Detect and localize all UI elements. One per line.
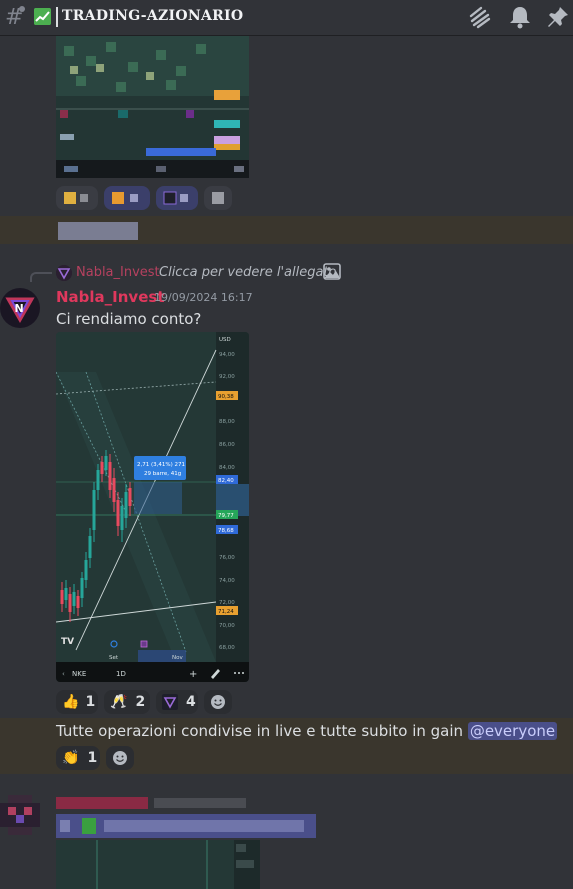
message-text: Ci rendiamo conto? xyxy=(56,310,202,328)
measure-tooltip-line1: 2,71 (3,41%) 271 xyxy=(137,462,185,468)
followup-message-text: Tutte operazioni condivise in live e tut… xyxy=(56,722,558,740)
reaction-count: 1 xyxy=(87,750,98,766)
reply-avatar[interactable] xyxy=(56,265,72,281)
price-label-79-77: 79,77 xyxy=(218,513,234,519)
svg-text:+: + xyxy=(189,669,197,680)
pixelated-timestamp xyxy=(154,798,246,808)
reaction-count: 4 xyxy=(186,694,196,710)
pixelated-attachment-image-2[interactable] xyxy=(56,840,260,889)
price-label-82-40: 82,40 xyxy=(218,478,234,484)
everyone-mention[interactable]: @everyone xyxy=(467,722,558,740)
currency-label: USD xyxy=(219,337,231,343)
y-tick-88: 88,00 xyxy=(219,419,235,425)
price-label-90-38: 90,38 xyxy=(218,394,234,400)
y-tick-68: 68,00 xyxy=(219,645,235,651)
pixelated-avatar[interactable] xyxy=(0,795,40,835)
reaction-blurred-1[interactable] xyxy=(56,186,98,210)
x-label-nov: Nov xyxy=(172,655,183,661)
user-avatar[interactable]: N xyxy=(0,288,40,328)
reaction-champagne[interactable]: 🥂 2 xyxy=(104,690,150,714)
reply-connector xyxy=(30,272,52,282)
reaction-count: 2 xyxy=(135,694,146,710)
reaction-blurred-2[interactable] xyxy=(104,186,150,210)
pixelated-username xyxy=(56,797,148,809)
reaction-thumbs-up[interactable]: 👍 1 xyxy=(56,690,98,714)
nabla-logo-icon xyxy=(162,694,178,710)
y-tick-94: 94,00 xyxy=(219,352,235,358)
y-tick-74: 74,00 xyxy=(219,578,235,584)
price-label-71-24: 71,24 xyxy=(218,609,234,615)
tradingview-logo: TV xyxy=(61,637,74,647)
reply-text[interactable]: Clicca per vedere l'allegato xyxy=(159,265,337,280)
pixelated-attachment-image[interactable] xyxy=(56,36,249,178)
ticker-symbol: NKE xyxy=(72,670,86,678)
reaction-count: 1 xyxy=(85,694,96,710)
svg-text:N: N xyxy=(15,302,24,315)
add-reaction-icon xyxy=(113,751,127,765)
add-reaction-button[interactable] xyxy=(204,690,232,714)
message-timestamp: 19/09/2024 16:17 xyxy=(154,291,253,304)
channel-separator xyxy=(56,7,58,27)
svg-text:#: # xyxy=(5,5,23,30)
pixelated-message-text xyxy=(56,814,316,838)
channel-name: TRADING-AZIONARIO xyxy=(62,8,244,24)
reaction-clapping[interactable]: 👏 1 xyxy=(56,746,100,770)
y-tick-76: 76,00 xyxy=(219,555,235,561)
back-chevron: ‹ xyxy=(62,670,65,678)
blurred-mention xyxy=(58,222,138,240)
message-username[interactable]: Nabla_Invest xyxy=(56,288,165,306)
y-tick-72: 72,00 xyxy=(219,600,235,606)
thumbs-up-icon: 👍 xyxy=(62,694,80,710)
clapping-hands-icon: 👏 xyxy=(62,750,80,766)
interval-label: 1D xyxy=(116,670,126,678)
measure-tooltip-line2: 29 barre, 41g xyxy=(144,471,181,477)
y-tick-84: 84,00 xyxy=(219,465,235,471)
reaction-nabla-logo[interactable]: 4 xyxy=(156,690,198,714)
pin-icon[interactable] xyxy=(545,4,571,30)
threads-icon[interactable] xyxy=(467,4,493,30)
x-label-set: Set xyxy=(109,655,119,661)
chart-emoji-icon xyxy=(34,8,51,25)
image-icon xyxy=(323,263,341,280)
channel-hash-icon: # xyxy=(4,4,26,30)
y-tick-86: 86,00 xyxy=(219,442,235,448)
add-reaction-icon xyxy=(211,695,225,709)
champagne-clink-icon: 🥂 xyxy=(110,694,128,710)
y-tick-92: 92,00 xyxy=(219,374,235,380)
notification-bell-icon[interactable] xyxy=(507,4,533,30)
y-tick-70: 70,00 xyxy=(219,623,235,629)
reply-username[interactable]: Nabla_Invest xyxy=(76,265,160,280)
price-label-78-68: 78,68 xyxy=(218,528,234,534)
chart-attachment-image[interactable]: 2,71 (3,41%) 271 29 barre, 41g 94,00 xyxy=(56,332,249,682)
channel-header: # TRADING-AZIONARIO xyxy=(0,0,573,36)
reaction-blurred-3[interactable] xyxy=(156,186,198,210)
add-reaction-button-2[interactable] xyxy=(106,746,134,770)
reaction-blurred-4[interactable] xyxy=(204,186,232,210)
